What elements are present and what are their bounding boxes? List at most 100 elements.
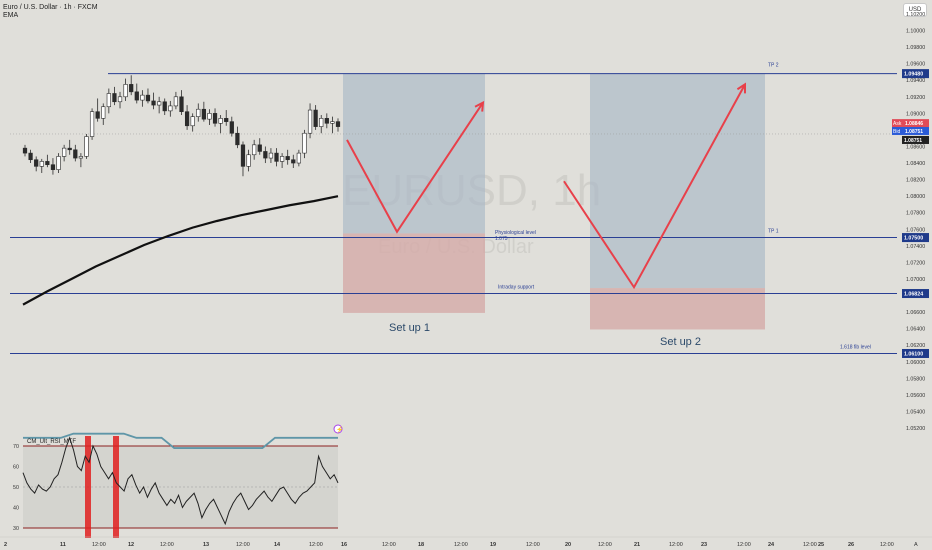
level-tag-2[interactable] [902,233,929,243]
candle[interactable] [302,132,307,154]
candle[interactable] [246,154,251,167]
candle[interactable] [173,96,179,107]
candle[interactable] [296,152,301,164]
candle[interactable] [151,100,156,106]
y-axis-tick: 1.06000 [906,360,925,366]
candle[interactable] [263,151,268,159]
ask-tag[interactable] [892,119,929,128]
x-axis-tick: A [914,542,918,548]
setup-2-label: Set up 2 [660,336,701,348]
candle[interactable] [212,113,218,124]
candle[interactable] [95,111,100,119]
bid-value: 1.08751 [905,129,923,135]
candle[interactable] [274,152,279,162]
event-marker-icon[interactable] [333,424,343,434]
indicator-label-ema[interactable]: EMA [3,12,19,19]
ema-line[interactable] [22,195,339,306]
candle[interactable] [285,156,290,161]
candle[interactable] [89,111,95,137]
candle[interactable] [224,118,229,122]
bid-tag[interactable] [892,126,929,135]
candle[interactable] [22,147,28,154]
x-axis-tick: 23 [701,542,707,548]
setup-2-stop-zone[interactable] [590,288,765,330]
last-price-value: 1.08751 [904,138,922,144]
x-axis-tick: 12:00 [526,542,540,548]
candle[interactable] [112,93,117,103]
candle[interactable] [101,106,106,119]
candle[interactable] [291,159,296,164]
x-axis-tick: 12:00 [454,542,468,548]
candle[interactable] [190,116,195,127]
x-axis-tick: 12:00 [92,542,106,548]
candle[interactable] [307,109,313,134]
candle[interactable] [335,121,341,127]
candle[interactable] [218,118,223,124]
candle[interactable] [313,109,318,127]
y-axis-tick: 1.05800 [906,376,925,382]
candle[interactable] [84,136,89,157]
candle[interactable] [196,108,201,117]
rsi-line[interactable] [22,436,339,526]
rsi-y-tick: 40 [13,506,19,512]
candle[interactable] [279,156,285,162]
y-axis-tick: 1.05400 [906,409,925,415]
candle[interactable] [157,101,162,106]
candle[interactable] [319,118,324,127]
setup-1-target-zone[interactable] [343,73,485,234]
level-tag-1[interactable] [902,69,929,79]
rsi-y-tick: 70 [13,444,19,450]
candle[interactable] [235,132,240,146]
candle[interactable] [34,159,39,167]
candle[interactable] [257,144,262,152]
candle[interactable] [45,161,50,165]
candle[interactable] [62,147,67,157]
x-axis-tick: 16 [341,542,347,548]
x-axis-tick: 25 [818,542,824,548]
candle[interactable] [50,164,56,170]
y-axis-tick: 1.09000 [906,111,925,117]
setup-1-stop-zone[interactable] [343,233,485,313]
candle[interactable] [129,84,134,93]
y-axis-tick: 1.05200 [906,426,925,432]
candle[interactable] [179,96,184,113]
level-tag-4[interactable] [902,348,929,358]
candle[interactable] [73,149,78,159]
candle[interactable] [229,121,234,134]
candle[interactable] [106,93,111,108]
candle[interactable] [168,105,173,112]
x-axis-tick: 21 [634,542,640,548]
candle[interactable] [324,118,329,124]
currency-button[interactable]: USD [903,3,927,17]
candle[interactable] [28,152,33,161]
candle[interactable] [78,156,84,159]
candle[interactable] [184,111,190,127]
candle[interactable] [207,113,212,120]
level-tag-3[interactable] [902,289,929,299]
last-price-tag[interactable] [902,135,929,144]
setup-2-target-zone[interactable] [590,73,765,289]
candle[interactable] [140,94,145,101]
candle[interactable] [145,94,151,102]
candle[interactable] [268,152,274,159]
candle[interactable] [240,144,246,167]
candle[interactable] [134,91,139,101]
candle[interactable] [330,121,335,124]
candle[interactable] [162,101,167,112]
candle[interactable] [123,84,128,98]
y-axis-tick: 1.07400 [906,244,925,250]
y-axis-tick: 1.09200 [906,95,925,101]
level-label-intraday-support: Intraday support [498,285,535,291]
candle[interactable] [252,144,257,156]
candle[interactable] [67,147,72,151]
setup-2-arrow [563,83,746,290]
candle[interactable] [117,96,123,103]
x-axis-tick: 20 [565,542,571,548]
y-axis-tick: 1.08400 [906,161,925,167]
candle[interactable] [201,108,206,120]
candle[interactable] [39,161,44,167]
x-axis-tick: 12:00 [160,542,174,548]
candle[interactable] [56,156,61,170]
y-axis-tick: 1.08600 [906,144,925,150]
